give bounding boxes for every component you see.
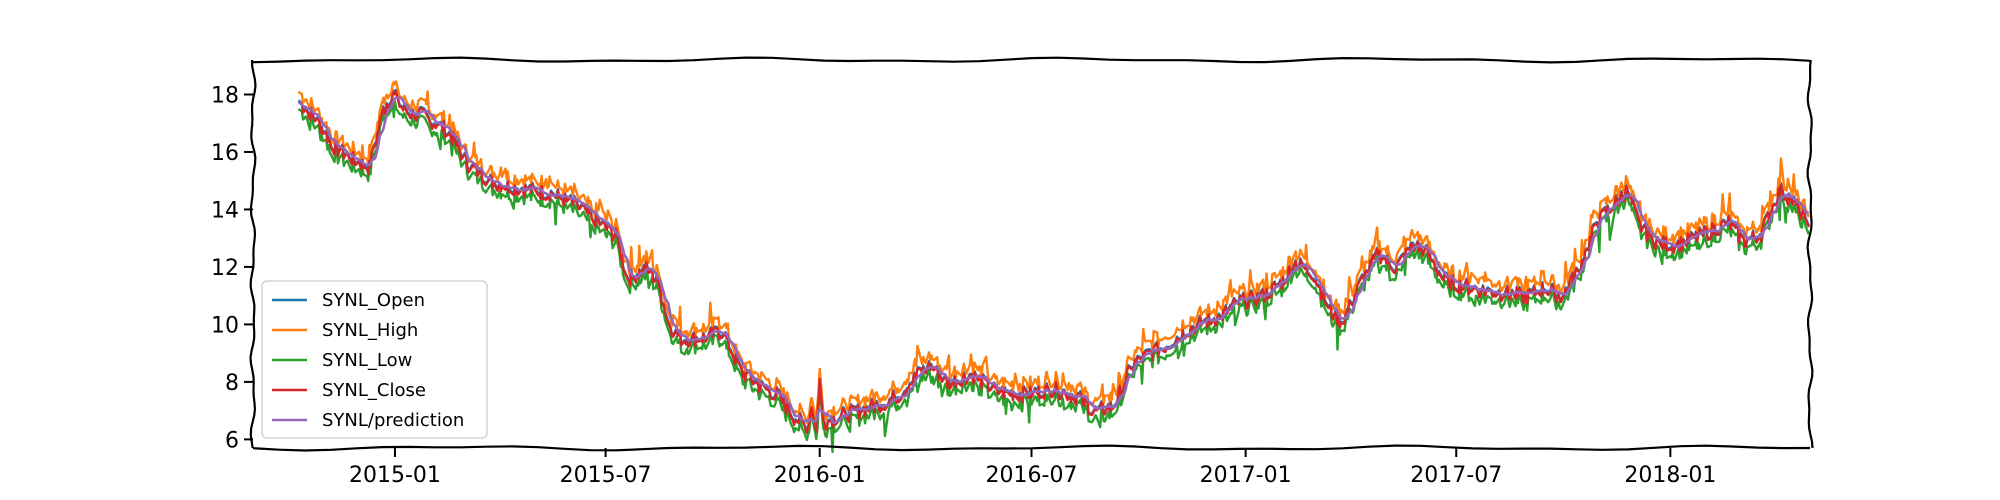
x-tick-label: 2015-07: [560, 463, 652, 488]
x-tick-label: 2018-01: [1624, 463, 1716, 488]
x-tick-label: 2017-07: [1410, 463, 1502, 488]
legend-label: SYNL/prediction: [322, 410, 464, 431]
series-layer: [297, 80, 1810, 454]
series-line-synl-close: [297, 90, 1810, 434]
legend-label: SYNL_Low: [322, 350, 412, 371]
series-line-synl-high: [297, 80, 1810, 424]
x-tick-label: 2016-07: [986, 463, 1078, 488]
y-axis: 6 8 10 12 14 16 18: [211, 83, 253, 453]
legend-label: SYNL_Close: [322, 380, 426, 401]
x-tick-label: 2015-01: [349, 463, 441, 488]
plot-frame: [249, 56, 1814, 452]
legend-label: SYNL_Open: [322, 290, 425, 311]
y-tick-label: 16: [211, 141, 239, 166]
legend-label: SYNL_High: [322, 320, 418, 341]
y-tick-label: 12: [211, 256, 239, 281]
x-tick-label: 2016-01: [774, 463, 866, 488]
legend-box: [261, 280, 488, 439]
y-tick-label: 10: [211, 313, 239, 338]
y-tick-label: 8: [225, 371, 239, 396]
y-tick-label: 6: [225, 428, 239, 453]
x-tick-label: 2017-01: [1200, 463, 1292, 488]
legend: SYNL_Open SYNL_High SYNL_Low SYNL_Close SYNL…: [261, 280, 488, 439]
series-line-synl-prediction: [297, 96, 1810, 425]
x-axis: 2015-01 2015-07 2016-01 2016-07 2017-01 2017-…: [349, 448, 1716, 488]
y-tick-label: 18: [211, 83, 239, 108]
series-line-synl-low: [297, 100, 1810, 454]
y-tick-label: 14: [211, 198, 239, 223]
